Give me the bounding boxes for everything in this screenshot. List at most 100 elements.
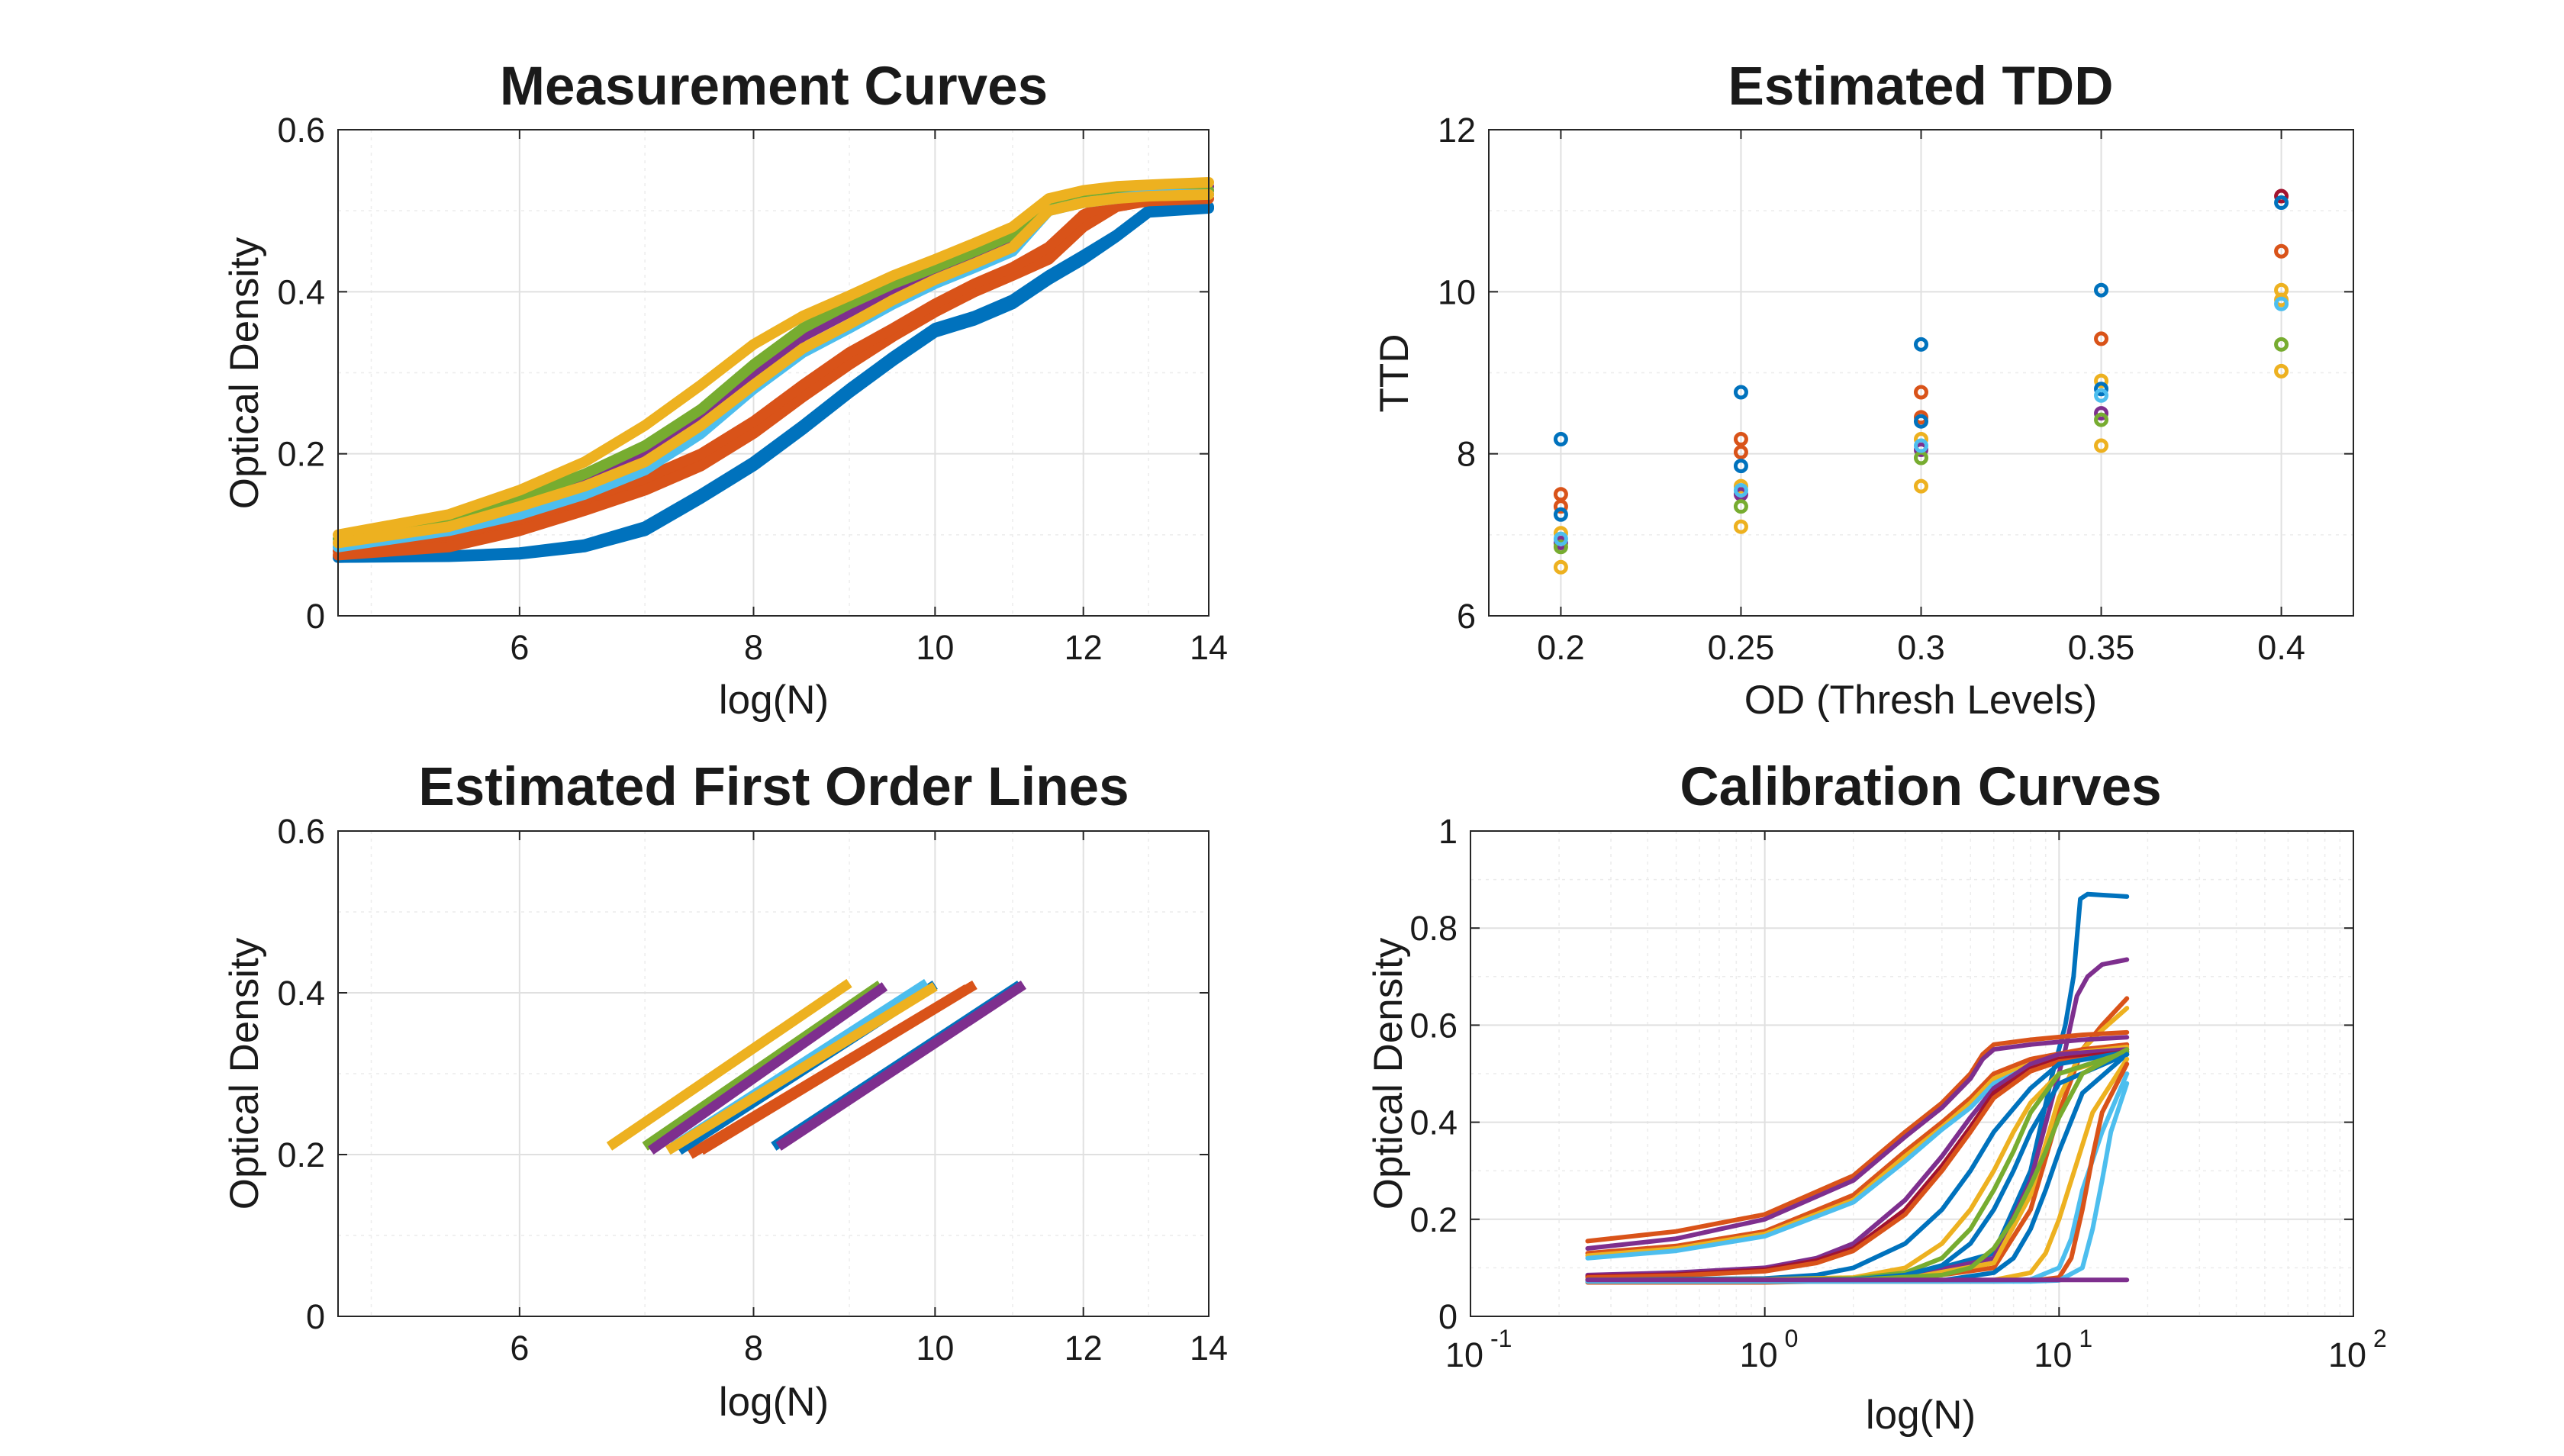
scatter-point <box>1553 540 1568 555</box>
scatter-point <box>2274 243 2289 259</box>
x-tick-label: 14 <box>1190 1329 1228 1367</box>
scatter-point <box>2094 373 2109 388</box>
scatter-point <box>2094 412 2109 427</box>
tick-labels: 6 8 10 12 14 0 0.2 0.4 0.6 <box>277 812 1228 1367</box>
scatter-point <box>2274 188 2289 204</box>
y-tick-label: 0.2 <box>277 435 325 474</box>
x-tick-label: 10 <box>916 1329 954 1367</box>
y-tick-label: 8 <box>1457 435 1476 474</box>
x-tick-label: 8 <box>744 628 763 667</box>
scatter-point <box>1914 438 1928 453</box>
x-tick-label: 10 <box>1445 1335 1483 1374</box>
y-axis-label: Optical Density <box>222 937 267 1210</box>
scatter-point <box>1914 337 1928 352</box>
x-tick-label: 10 <box>2328 1335 2366 1374</box>
series-line <box>648 982 888 1155</box>
y-tick-label: 0 <box>1438 1297 1458 1336</box>
scatter-point <box>2274 337 2289 352</box>
series-line <box>333 177 1214 540</box>
scatter-point <box>2274 195 2289 211</box>
scatter-point <box>1553 507 1568 522</box>
panel-title: Estimated First Order Lines <box>418 757 1129 817</box>
scatter-point <box>1914 385 1928 400</box>
plot-marks <box>1553 188 2289 575</box>
y-tick-label: 0.4 <box>277 272 325 311</box>
panel-calibration-curves: Calibration Curves log(N) Optical Densit… <box>1366 757 2387 1438</box>
x-axis-label: log(N) <box>1866 1393 1976 1438</box>
series-line <box>333 188 1214 549</box>
x-axis-label: log(N) <box>719 1380 829 1425</box>
scatter-point <box>2094 282 2109 298</box>
tick-labels: 10 -1 10 0 10 1 10 200.20.40.60.81 <box>1409 812 2386 1374</box>
scatter-point <box>1553 531 1568 546</box>
scatter-point <box>1733 432 1748 447</box>
scatter-point <box>2094 406 2109 421</box>
scatter-point <box>2094 331 2109 346</box>
y-tick-label: 10 <box>1438 272 1476 311</box>
panel-first-order-lines: Estimated First Order Lines log(N) Optic… <box>222 757 1228 1425</box>
x-axis-label: OD (Thresh Levels) <box>1744 678 2097 723</box>
y-axis-label: Optical Density <box>222 237 267 509</box>
x-tick-label: 14 <box>1190 628 1228 667</box>
series-line <box>333 193 1214 561</box>
y-tick-label: 0.6 <box>1409 1006 1458 1045</box>
scatter-point <box>1553 499 1568 514</box>
grid-lines <box>1489 130 2353 616</box>
x-tick-label: 6 <box>510 628 529 667</box>
scatter-point <box>1733 445 1748 460</box>
y-tick-label: 12 <box>1438 111 1476 150</box>
y-tick-label: 0.4 <box>277 974 325 1013</box>
y-tick-label: 0.4 <box>1409 1103 1458 1142</box>
axes-box <box>337 830 1210 1317</box>
scatter-point <box>1914 478 1928 494</box>
x-tick-exponent: 1 <box>2079 1325 2092 1352</box>
x-tick-label: 6 <box>510 1329 529 1367</box>
series-line <box>333 203 1214 563</box>
axes-box <box>1470 830 2354 1317</box>
x-tick-label: 10 <box>1740 1335 1778 1374</box>
scatter-point <box>1553 432 1568 447</box>
series-line <box>606 978 852 1151</box>
y-tick-label: 0 <box>306 597 325 636</box>
x-tick-exponent: -1 <box>1490 1325 1512 1352</box>
x-tick-label: 12 <box>1065 1329 1103 1367</box>
panel-measurement-curves: Measurement Curves log(N) Optical Densit… <box>222 56 1228 723</box>
plot-marks <box>1585 891 2130 1285</box>
x-tick-exponent: 2 <box>2373 1325 2387 1352</box>
y-tick-label: 0.2 <box>1409 1200 1458 1239</box>
panel-title: Measurement Curves <box>500 56 1048 117</box>
scatter-point <box>1553 559 1568 575</box>
scatter-point <box>1914 414 1928 429</box>
panel-estimated-tdd: Estimated TDD OD (Thresh Levels) TTD 0.2… <box>1372 56 2354 723</box>
x-tick-label: 0.2 <box>1537 628 1585 667</box>
y-tick-label: 0.6 <box>277 111 325 150</box>
x-tick-label: 0.3 <box>1897 628 1945 667</box>
scatter-point <box>2274 296 2289 311</box>
plot-marks <box>333 177 1214 563</box>
axes-box <box>337 129 1210 617</box>
scatter-point <box>2094 388 2109 403</box>
x-tick-label: 8 <box>744 1329 763 1367</box>
x-tick-label: 0.35 <box>2068 628 2135 667</box>
scatter-point <box>2094 438 2109 453</box>
x-axis-label: log(N) <box>719 678 829 723</box>
grid-lines <box>338 831 1210 1316</box>
tick-labels: 0.2 0.25 0.3 0.35 0.4 6 8 10 12 <box>1438 111 2353 667</box>
series-line <box>688 984 970 1159</box>
y-tick-label: 1 <box>1438 812 1458 851</box>
y-axis-label: TTD <box>1372 333 1417 412</box>
scatter-point <box>2094 382 2109 397</box>
scatter-point <box>1733 499 1748 514</box>
series-line <box>1585 1052 2130 1280</box>
x-tick-label: 0.4 <box>2257 628 2305 667</box>
scatter-point <box>1733 482 1748 498</box>
y-axis-label: Optical Density <box>1366 937 1411 1210</box>
scatter-point <box>2274 363 2289 378</box>
x-tick-exponent: 0 <box>1785 1325 1799 1352</box>
x-tick-label: 10 <box>916 628 954 667</box>
y-tick-label: 0.6 <box>277 812 325 851</box>
series-line <box>1585 1049 2130 1283</box>
panel-title: Calibration Curves <box>1680 757 2161 817</box>
scatter-point <box>1733 459 1748 474</box>
